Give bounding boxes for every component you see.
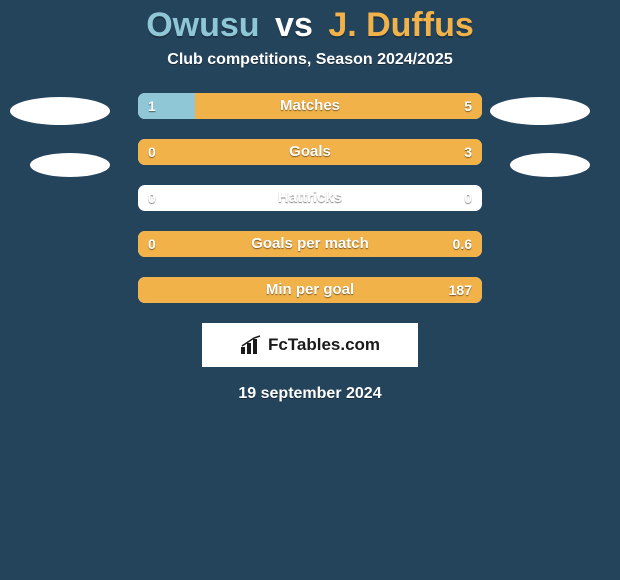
avatar-left-mid <box>30 153 110 177</box>
avatar-right-mid <box>510 153 590 177</box>
stat-right-value: 5 <box>464 93 472 119</box>
brand-text: FcTables.com <box>268 335 380 355</box>
stat-right-value: 0 <box>464 185 472 211</box>
stat-right-value: 187 <box>449 277 472 303</box>
stat-row: Min per goal187 <box>138 277 482 303</box>
stat-label: Goals <box>138 139 482 165</box>
bar-chart-icon <box>240 335 262 355</box>
stat-left-value: 0 <box>148 185 156 211</box>
title-vs: vs <box>275 6 313 44</box>
stat-row: Matches1 5 <box>138 93 482 119</box>
stat-label: Matches <box>138 93 482 119</box>
comparison-arena: Matches15Goals03Hattricks00Goals per mat… <box>0 93 620 403</box>
stat-row: Hattricks0 0 <box>138 185 482 211</box>
stat-row: Goals0 3 <box>138 139 482 165</box>
avatar-right-top <box>490 97 590 125</box>
stat-left-value: 0 <box>148 139 156 165</box>
date-line: 19 september 2024 <box>0 385 620 403</box>
stat-row: Goals per match0 0.6 <box>138 231 482 257</box>
stat-left-value: 1 <box>148 93 156 119</box>
avatar-left-top <box>10 97 110 125</box>
stat-right-value: 0.6 <box>453 231 472 257</box>
stat-left-value: 0 <box>148 231 156 257</box>
stat-right-value: 3 <box>464 139 472 165</box>
stat-label: Goals per match <box>138 231 482 257</box>
stat-label: Min per goal <box>138 277 482 303</box>
title-left: Owusu <box>146 6 259 44</box>
page-title: Owusu vs J. Duffus <box>0 0 620 45</box>
stat-label: Hattricks <box>138 185 482 211</box>
stat-bars: Matches15Goals03Hattricks00Goals per mat… <box>138 93 482 303</box>
title-right: J. Duffus <box>328 6 473 44</box>
subtitle: Club competitions, Season 2024/2025 <box>0 51 620 69</box>
brand-box: FcTables.com <box>202 323 418 367</box>
